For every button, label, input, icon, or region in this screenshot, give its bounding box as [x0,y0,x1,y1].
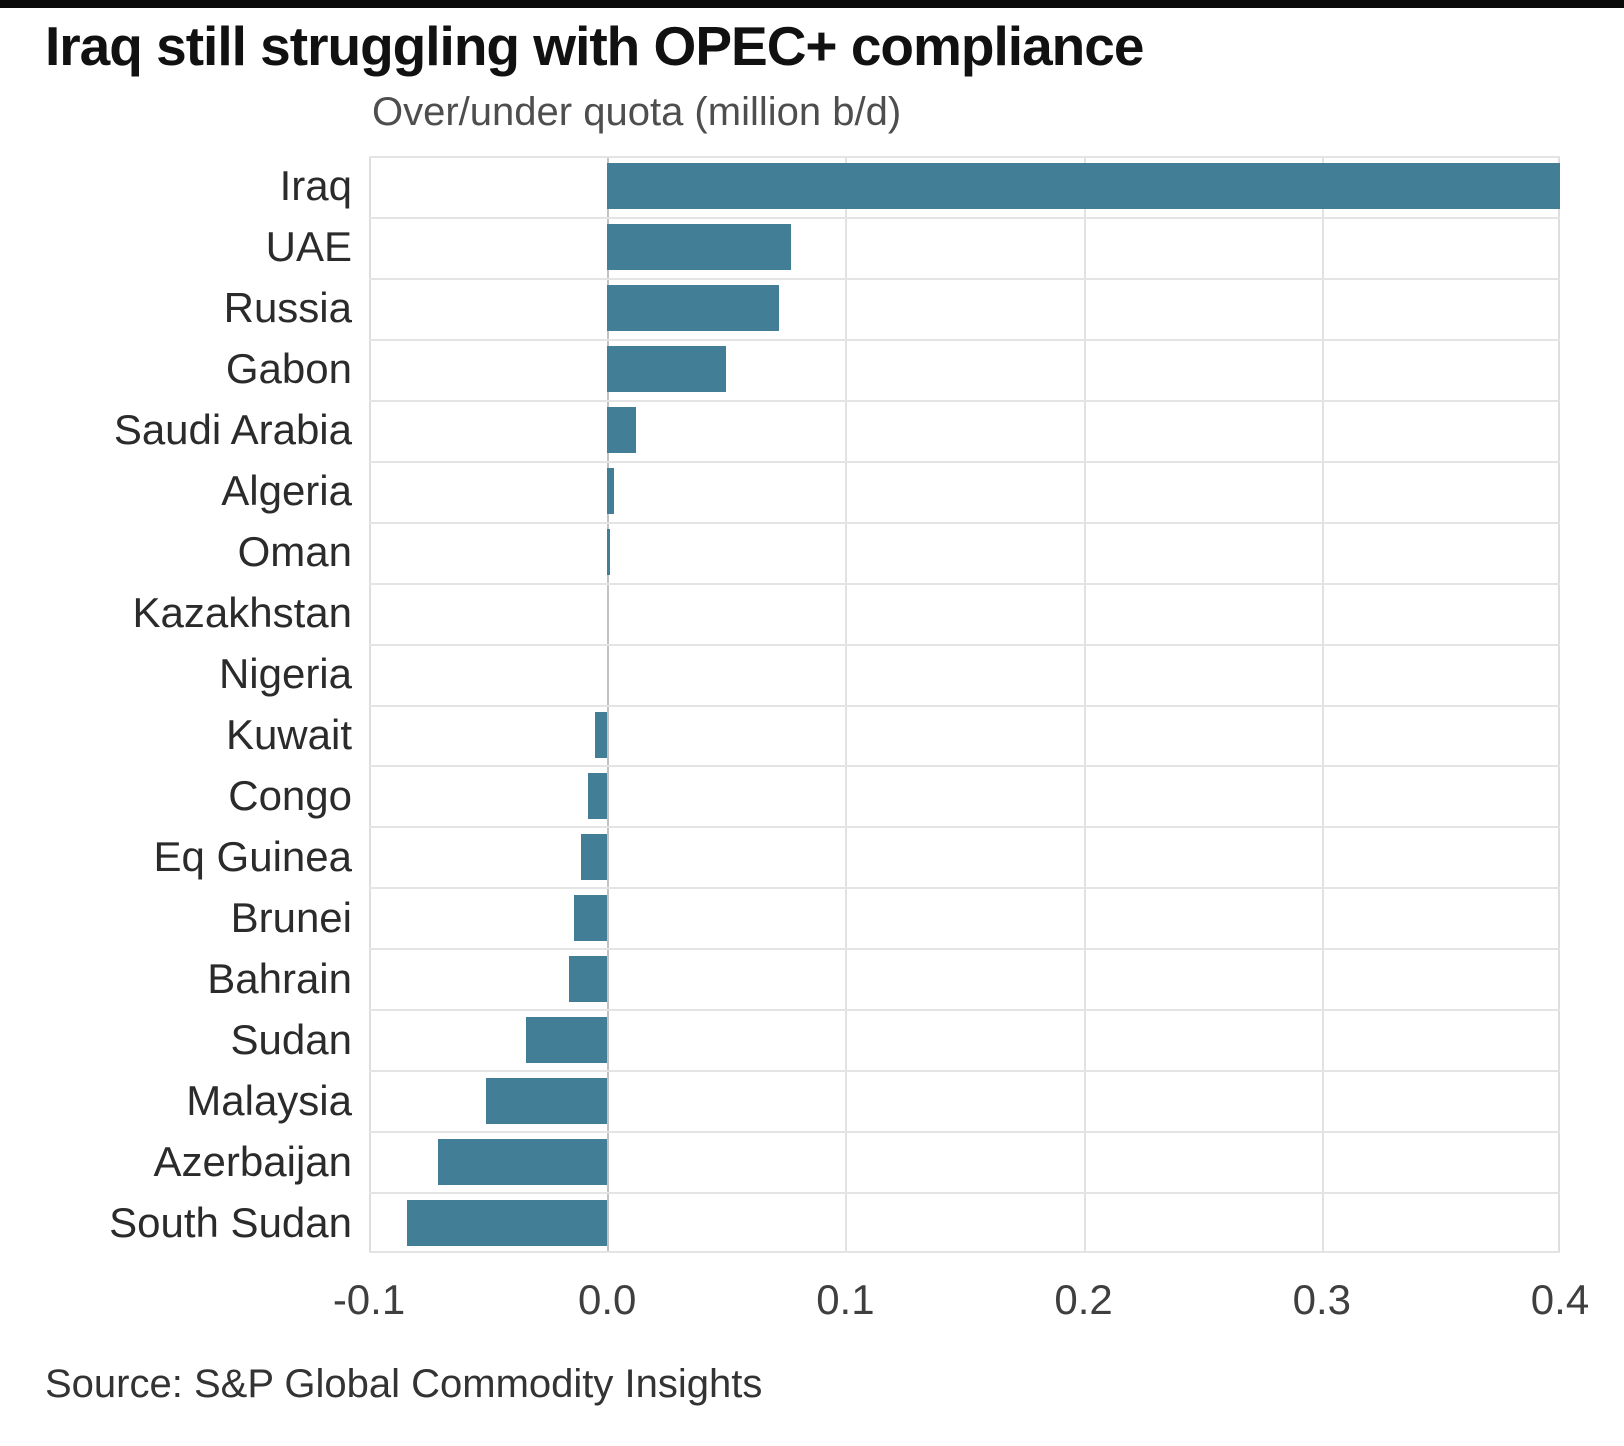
category-label-uae: UAE [265,223,352,271]
row-divider [369,887,1560,890]
row-divider [369,948,1560,951]
chart-subtitle: Over/under quota (million b/d) [372,90,902,134]
category-label-nigeria: Nigeria [218,650,352,698]
row-divider [369,643,1560,646]
category-label-south-sudan: South Sudan [109,1198,352,1246]
row-divider [369,1192,1560,1195]
bar-algeria [607,468,615,515]
bar-russia [607,285,779,332]
bar-congo [588,772,608,819]
bar-kuwait [595,711,608,758]
x-tick-label-0.0: 0.0 [577,1276,637,1323]
bar-uae [607,224,791,271]
category-label-sudan: Sudan [230,1015,352,1063]
bar-iraq [607,163,1560,210]
bar-gabon [607,346,727,393]
category-label-bahrain: Bahrain [207,954,352,1002]
x-tick-label--0.1: -0.1 [332,1276,406,1323]
category-label-oman: Oman [237,528,352,576]
row-divider [369,1070,1560,1073]
row-divider [369,1131,1560,1134]
row-divider [369,399,1560,402]
bar-eq-guinea [580,833,608,880]
category-label-kazakhstan: Kazakhstan [132,589,352,637]
row-divider [369,338,1560,341]
bar-bahrain [569,955,608,1002]
row-divider [369,704,1560,707]
row-divider [369,1009,1560,1012]
category-label-congo: Congo [228,771,352,819]
x-tick-label-0.2: 0.2 [1054,1276,1113,1323]
bar-brunei [573,894,608,941]
category-label-gabon: Gabon [225,345,352,393]
row-divider [369,765,1560,768]
category-label-eq-guinea: Eq Guinea [153,832,352,880]
bar-oman [607,529,610,576]
row-divider [369,460,1560,463]
source-note: Source: S&P Global Commodity Insights [45,1362,763,1406]
plot-area [369,156,1560,1253]
category-label-brunei: Brunei [230,893,352,941]
chart-title: Iraq still struggling with OPEC+ complia… [45,15,1144,77]
row-divider [369,156,1560,158]
category-label-saudi-arabia: Saudi Arabia [113,406,352,454]
bar-sudan [526,1016,608,1063]
bar-south-sudan [407,1199,608,1246]
category-label-russia: Russia [223,284,352,332]
category-label-iraq: Iraq [279,162,352,210]
x-tick-label-0.4: 0.4 [1530,1276,1590,1323]
category-axis: Iraq UAE Russia Gabon Saudi Arabia Algeria Oma… [0,156,352,1253]
row-divider [369,216,1560,219]
row-divider [369,521,1560,524]
x-tick-label-0.1: 0.1 [816,1276,875,1323]
bar-malaysia [485,1077,608,1124]
bar-azerbaijan [438,1138,608,1185]
row-divider [369,582,1560,585]
row-divider [369,1251,1560,1253]
category-label-kuwait: Kuwait [225,710,352,758]
row-divider [369,277,1560,280]
category-label-algeria: Algeria [221,467,352,515]
category-label-malaysia: Malaysia [186,1076,352,1124]
bar-saudi-arabia [607,407,636,454]
category-label-azerbaijan: Azerbaijan [153,1137,352,1185]
value-axis: -0.1 0.0 0.1 0.2 0.3 0.4 [333,1276,1589,1336]
top-letterbox-strip [0,0,1624,8]
row-divider [369,826,1560,829]
x-tick-label-0.3: 0.3 [1292,1276,1351,1323]
